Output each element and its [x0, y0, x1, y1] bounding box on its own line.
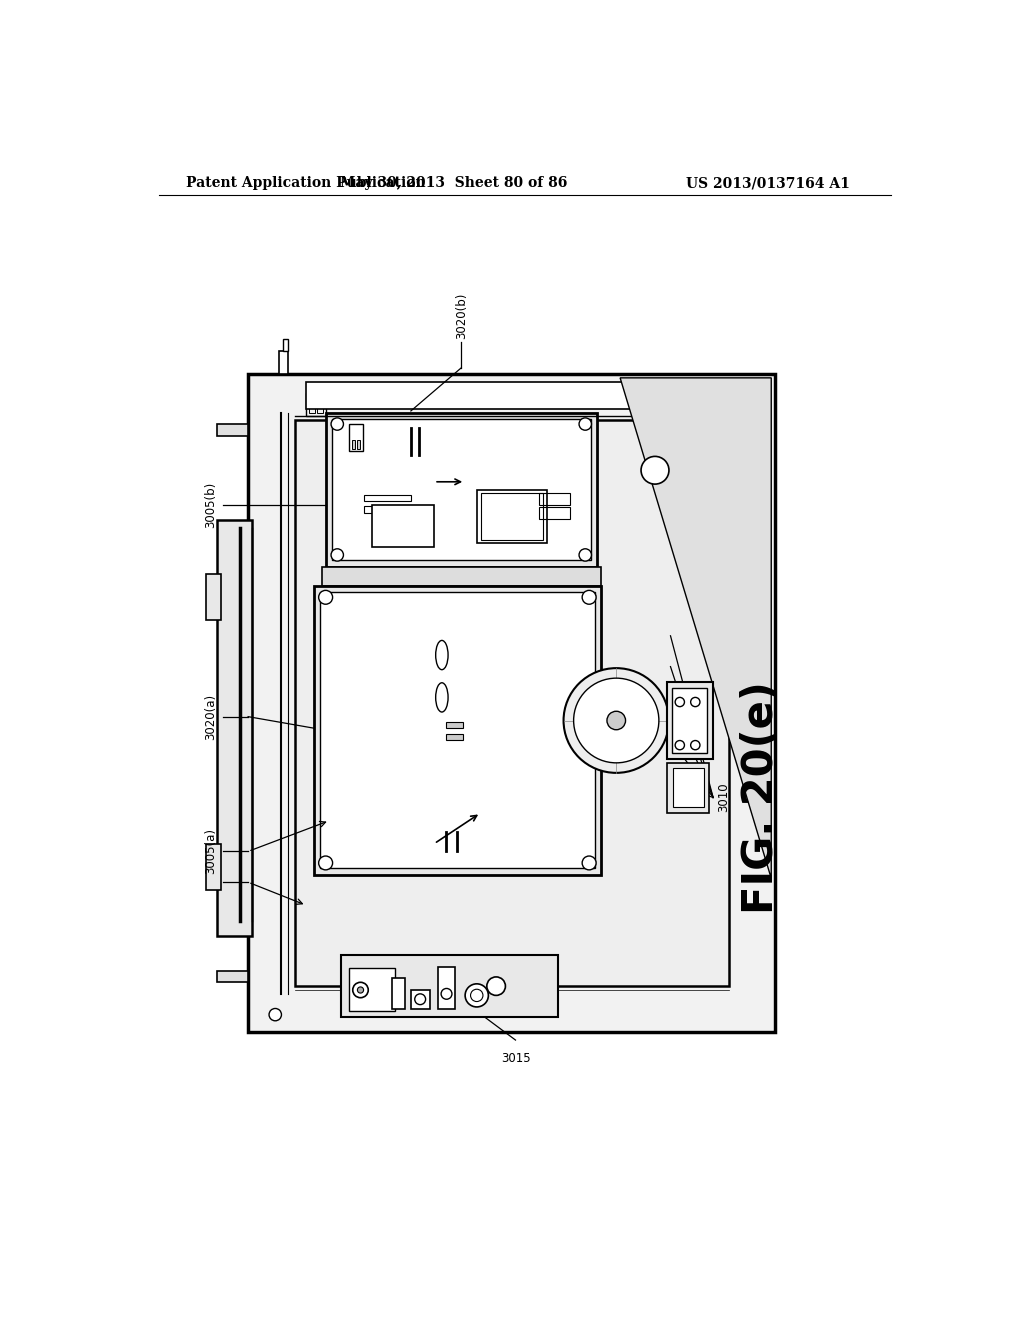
- Bar: [321, 591, 595, 869]
- Circle shape: [318, 857, 333, 870]
- Polygon shape: [621, 378, 771, 878]
- Circle shape: [415, 994, 426, 1005]
- Bar: [206, 843, 221, 890]
- Circle shape: [583, 857, 596, 870]
- Bar: [341, 956, 558, 1016]
- Bar: [314, 586, 601, 875]
- Bar: [438, 966, 455, 1010]
- Bar: [673, 768, 703, 807]
- Bar: [445, 722, 463, 729]
- Circle shape: [471, 989, 483, 1002]
- Bar: [206, 574, 221, 620]
- Circle shape: [607, 711, 626, 730]
- Bar: [356, 441, 359, 449]
- Circle shape: [563, 668, 669, 774]
- Bar: [667, 682, 713, 759]
- Bar: [217, 970, 248, 982]
- Text: 3020(a): 3020(a): [204, 693, 217, 739]
- Circle shape: [641, 457, 669, 484]
- Bar: [352, 441, 355, 449]
- Bar: [306, 381, 678, 409]
- Text: US 2013/0137164 A1: US 2013/0137164 A1: [686, 176, 850, 190]
- Bar: [295, 420, 729, 986]
- Bar: [365, 495, 411, 502]
- Circle shape: [690, 697, 700, 706]
- Text: FIG. 20(e): FIG. 20(e): [740, 681, 782, 913]
- Bar: [283, 339, 288, 351]
- Circle shape: [441, 989, 452, 999]
- Circle shape: [331, 418, 343, 430]
- Ellipse shape: [435, 640, 449, 669]
- Bar: [217, 520, 252, 936]
- Bar: [309, 405, 314, 413]
- Bar: [539, 507, 569, 519]
- Bar: [332, 418, 591, 561]
- Bar: [365, 507, 411, 512]
- Circle shape: [465, 983, 488, 1007]
- Circle shape: [675, 741, 684, 750]
- Circle shape: [675, 697, 684, 706]
- Text: 3015: 3015: [501, 1052, 530, 1065]
- Bar: [306, 393, 326, 416]
- Bar: [411, 990, 430, 1010]
- Ellipse shape: [435, 682, 449, 711]
- Bar: [248, 374, 775, 1032]
- Circle shape: [690, 741, 700, 750]
- Bar: [317, 405, 323, 413]
- Bar: [477, 490, 547, 544]
- Bar: [391, 978, 406, 1010]
- Circle shape: [579, 549, 592, 561]
- Text: 3005(b): 3005(b): [204, 482, 217, 528]
- Circle shape: [331, 549, 343, 561]
- Text: Patent Application Publication: Patent Application Publication: [186, 176, 426, 190]
- Circle shape: [318, 590, 333, 605]
- Bar: [480, 494, 543, 540]
- Circle shape: [357, 987, 364, 993]
- Bar: [217, 424, 248, 436]
- Bar: [280, 351, 289, 374]
- Bar: [372, 504, 434, 548]
- Text: 3010: 3010: [717, 783, 730, 812]
- Circle shape: [573, 678, 658, 763]
- Bar: [322, 566, 601, 586]
- Text: 3020(b): 3020(b): [455, 293, 468, 339]
- Bar: [672, 688, 707, 752]
- Bar: [394, 995, 402, 1007]
- Circle shape: [583, 590, 596, 605]
- Bar: [539, 494, 569, 506]
- Circle shape: [486, 977, 506, 995]
- Text: May 30, 2013  Sheet 80 of 86: May 30, 2013 Sheet 80 of 86: [340, 176, 567, 190]
- Bar: [445, 734, 463, 739]
- Text: 3005(a): 3005(a): [204, 829, 217, 874]
- Bar: [349, 424, 362, 451]
- Circle shape: [269, 1008, 282, 1020]
- Bar: [326, 412, 597, 566]
- Bar: [251, 376, 773, 1030]
- Bar: [667, 763, 710, 813]
- Circle shape: [352, 982, 369, 998]
- Bar: [349, 969, 395, 1011]
- Circle shape: [579, 418, 592, 430]
